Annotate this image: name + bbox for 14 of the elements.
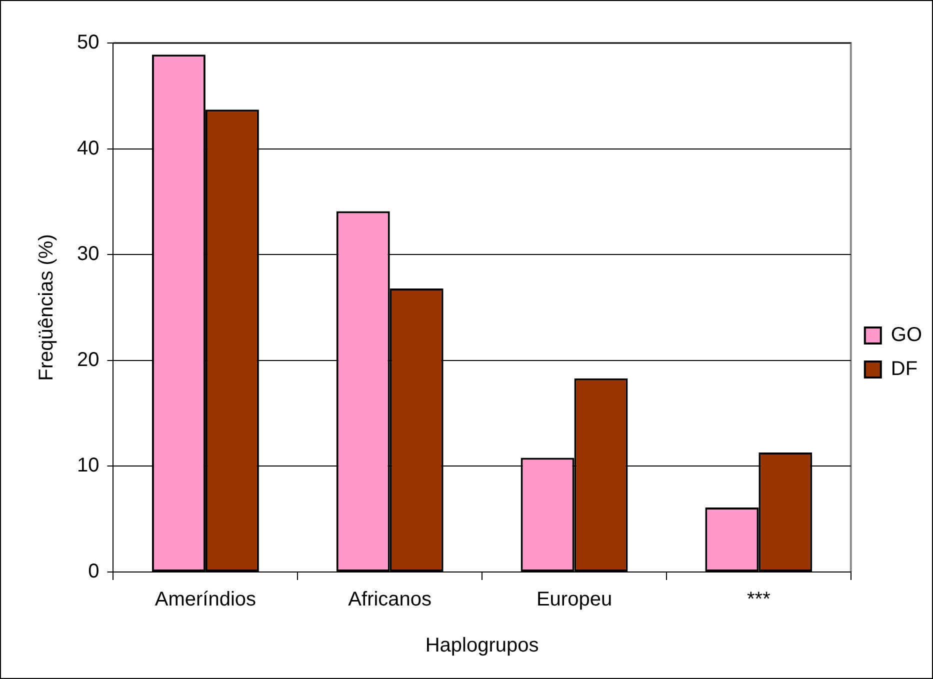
y-tick-label: 50 xyxy=(76,32,100,54)
legend-label: DF xyxy=(890,358,918,380)
x-tick-label: Europeu xyxy=(536,588,612,611)
legend-label: GO xyxy=(890,324,922,346)
x-tick-label: Africanos xyxy=(348,588,432,611)
y-tick-label: 30 xyxy=(76,243,100,266)
x-axis-title: Haplogrupos xyxy=(425,634,539,657)
y-axis-title: Freqüências (%) xyxy=(36,234,58,381)
y-tick-label: 40 xyxy=(76,137,100,160)
x-tick-label: Ameríndios xyxy=(154,588,256,611)
y-tick-label: 10 xyxy=(76,454,100,477)
y-tick-label: 0 xyxy=(88,560,100,583)
x-tick-label: *** xyxy=(747,588,771,611)
y-tick-label: 20 xyxy=(76,348,100,371)
